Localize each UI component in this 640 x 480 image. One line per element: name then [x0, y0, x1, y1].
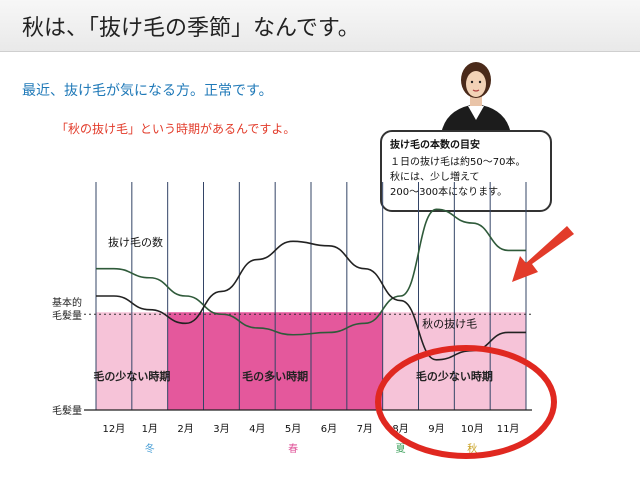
highlight-ellipse: [375, 345, 557, 459]
period-label: 毛の少ない時期: [93, 369, 170, 383]
arrow-icon: [512, 226, 574, 282]
subtitle: 最近、抜け毛が気になる方。正常です。: [22, 83, 273, 99]
y-axis-label: 基本的: [52, 296, 82, 309]
season-label: 冬: [145, 442, 155, 455]
month-label: 5月: [285, 423, 301, 435]
month-label: 4月: [249, 423, 265, 435]
season-label: 秋: [467, 442, 477, 455]
title-band: 秋は、「抜け毛の季節」なんです。: [0, 0, 640, 52]
season-label: 夏: [396, 443, 406, 455]
month-label: 7月: [357, 423, 373, 435]
callout-box: 抜け毛の本数の目安 １日の抜け毛は約50～70本。 秋には、少し増えて 200～…: [380, 130, 552, 212]
presenter-image: [442, 62, 510, 130]
month-label: 11月: [497, 423, 520, 435]
y-axis-label: 毛髪量: [52, 310, 82, 322]
note-text: 「秋の抜け毛」という時期があるんですよ。: [56, 122, 296, 136]
series-line: [96, 240, 526, 361]
series-label: 秋の抜け毛: [422, 316, 477, 330]
series-label: 抜け毛の数: [108, 235, 163, 249]
month-label: 12月: [103, 423, 126, 435]
month-label: 10月: [461, 423, 484, 435]
month-label: 3月: [213, 423, 229, 435]
month-label: 2月: [177, 423, 193, 435]
month-label: 6月: [321, 423, 337, 435]
month-label: 1月: [142, 423, 158, 435]
callout-line: 秋には、少し増えて: [390, 172, 480, 183]
series-line: [96, 208, 526, 336]
callout-line: 200～300本になります。: [390, 187, 508, 198]
period-label: 毛の多い時期: [242, 369, 308, 383]
month-label: 9月: [428, 423, 444, 435]
period-label: 毛の少ない時期: [416, 369, 493, 383]
y-axis-bottom-label: 毛髪量: [52, 405, 82, 417]
page-title: 秋は、「抜け毛の季節」なんです。: [22, 16, 360, 41]
callout-title: 抜け毛の本数の目安: [390, 140, 480, 151]
callout-line: １日の抜け毛は約50～70本。: [390, 157, 526, 168]
season-label: 春: [288, 443, 298, 455]
